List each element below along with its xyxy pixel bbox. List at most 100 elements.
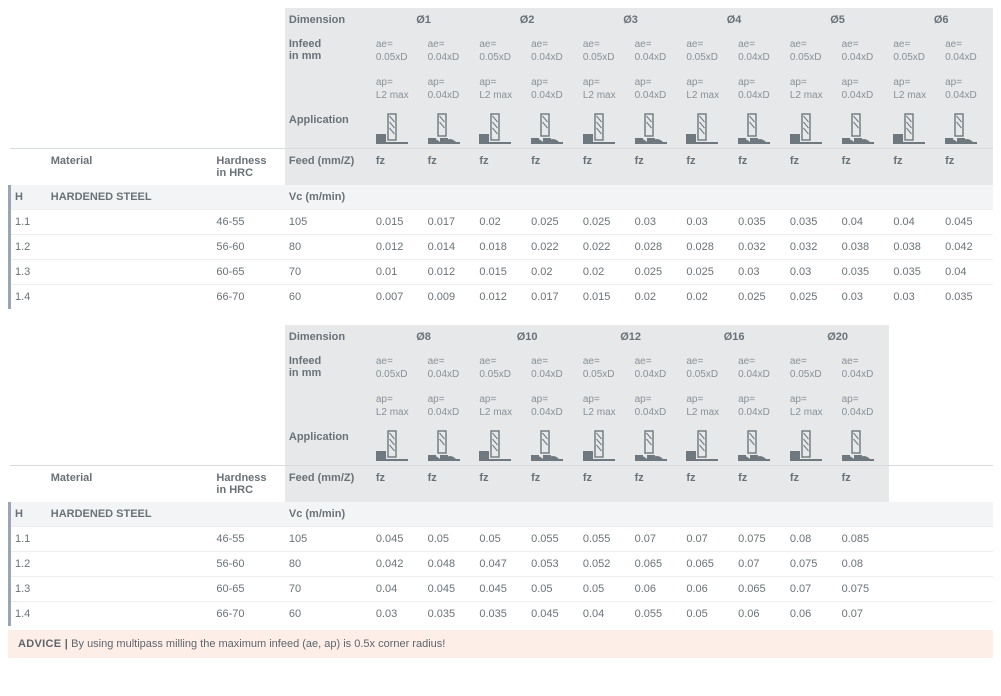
fz-value: 0.04 xyxy=(941,260,993,285)
header-hardness: Hardnessin HRC xyxy=(212,466,284,503)
row-hrc: 66-70 xyxy=(212,285,284,310)
side-mill-icon xyxy=(889,108,941,149)
fz-header: fz xyxy=(941,149,993,186)
ae-spec: ae=0.04xD xyxy=(631,349,683,387)
fz-value: 0.015 xyxy=(372,210,424,235)
side-mill-icon xyxy=(579,108,631,149)
diameter-header: Ø2 xyxy=(475,8,579,32)
fz-value: 0.035 xyxy=(786,210,838,235)
slot-mill-icon xyxy=(424,425,476,466)
fz-value: 0.06 xyxy=(734,602,786,627)
ae-spec: ae=0.05xD xyxy=(786,349,838,387)
fz-value: 0.017 xyxy=(424,210,476,235)
fz-value: 0.02 xyxy=(579,260,631,285)
fz-value: 0.055 xyxy=(579,527,631,552)
ae-spec: ae=0.04xD xyxy=(941,32,993,70)
fz-value: 0.012 xyxy=(475,285,527,310)
fz-value: 0.035 xyxy=(734,210,786,235)
row-code: 1.3 xyxy=(10,577,47,602)
ae-spec: ae=0.05xD xyxy=(889,32,941,70)
row-vc: 70 xyxy=(285,260,372,285)
fz-value: 0.028 xyxy=(631,235,683,260)
fz-header: fz xyxy=(631,149,683,186)
ae-spec: ae=0.04xD xyxy=(838,349,890,387)
fz-value: 0.06 xyxy=(631,577,683,602)
fz-value: 0.03 xyxy=(734,260,786,285)
fz-value: 0.08 xyxy=(786,527,838,552)
slot-mill-icon xyxy=(838,425,890,466)
fz-value: 0.03 xyxy=(372,602,424,627)
fz-value: 0.045 xyxy=(372,527,424,552)
advice-banner: ADVICE | By using multipass milling the … xyxy=(8,630,993,658)
fz-value: 0.05 xyxy=(424,527,476,552)
fz-header: fz xyxy=(527,466,579,503)
slot-mill-icon xyxy=(424,108,476,149)
slot-mill-icon xyxy=(838,108,890,149)
fz-header: fz xyxy=(734,466,786,503)
fz-value: 0.05 xyxy=(475,527,527,552)
fz-header: fz xyxy=(527,149,579,186)
fz-value: 0.025 xyxy=(527,210,579,235)
fz-value: 0.07 xyxy=(631,527,683,552)
advice-label: ADVICE xyxy=(18,638,61,650)
header-material: Material xyxy=(47,466,213,503)
row-code: 1.4 xyxy=(10,285,47,310)
fz-header: fz xyxy=(579,149,631,186)
fz-value: 0.045 xyxy=(527,602,579,627)
material-group-name: HARDENED STEEL xyxy=(47,502,213,527)
side-mill-icon xyxy=(475,425,527,466)
fz-header: fz xyxy=(424,466,476,503)
fz-value: 0.04 xyxy=(889,210,941,235)
fz-value: 0.007 xyxy=(372,285,424,310)
fz-value: 0.02 xyxy=(475,210,527,235)
ap-spec: ap=0.04xD xyxy=(734,70,786,108)
fz-value: 0.02 xyxy=(682,285,734,310)
header-material: Material xyxy=(47,149,213,186)
fz-value: 0.07 xyxy=(786,577,838,602)
table-row: 1.256-60800.0120.0140.0180.0220.0220.028… xyxy=(10,235,994,260)
ap-spec: ap=0.04xD xyxy=(631,70,683,108)
fz-value: 0.08 xyxy=(838,552,890,577)
ae-spec: ae=0.04xD xyxy=(424,32,476,70)
ap-spec: ap=L2 max xyxy=(579,70,631,108)
row-code: 1.4 xyxy=(10,602,47,627)
fz-value: 0.017 xyxy=(527,285,579,310)
ae-spec: ae=0.05xD xyxy=(475,32,527,70)
fz-header: fz xyxy=(838,149,890,186)
fz-value: 0.06 xyxy=(682,577,734,602)
fz-header: fz xyxy=(734,149,786,186)
fz-value: 0.025 xyxy=(579,210,631,235)
table-row: 1.146-551050.0150.0170.020.0250.0250.030… xyxy=(10,210,994,235)
fz-value: 0.07 xyxy=(682,527,734,552)
slot-mill-icon xyxy=(734,425,786,466)
fz-value: 0.02 xyxy=(631,285,683,310)
fz-value: 0.018 xyxy=(475,235,527,260)
fz-value: 0.032 xyxy=(786,235,838,260)
row-hrc: 46-55 xyxy=(212,527,284,552)
slot-mill-icon xyxy=(631,108,683,149)
fz-value: 0.012 xyxy=(372,235,424,260)
ae-spec: ae=0.05xD xyxy=(475,349,527,387)
fz-value: 0.025 xyxy=(734,285,786,310)
table-row: 1.360-65700.040.0450.0450.050.050.060.06… xyxy=(10,577,994,602)
fz-value: 0.053 xyxy=(527,552,579,577)
fz-value: 0.02 xyxy=(527,260,579,285)
fz-value: 0.04 xyxy=(579,602,631,627)
fz-value: 0.035 xyxy=(941,285,993,310)
fz-value: 0.025 xyxy=(631,260,683,285)
material-group-code: H xyxy=(10,502,47,527)
ae-spec: ae=0.05xD xyxy=(682,32,734,70)
fz-value: 0.052 xyxy=(579,552,631,577)
ae-spec: ae=0.05xD xyxy=(682,349,734,387)
fz-value: 0.032 xyxy=(734,235,786,260)
fz-value: 0.075 xyxy=(786,552,838,577)
row-code: 1.1 xyxy=(10,210,47,235)
header-vc: Vc (m/min) xyxy=(285,502,372,527)
fz-value: 0.038 xyxy=(889,235,941,260)
diameter-header: Ø20 xyxy=(786,325,890,349)
diameter-header: Ø10 xyxy=(475,325,579,349)
fz-value: 0.03 xyxy=(889,285,941,310)
fz-value: 0.015 xyxy=(579,285,631,310)
diameter-header: Ø5 xyxy=(786,8,890,32)
fz-value: 0.03 xyxy=(631,210,683,235)
